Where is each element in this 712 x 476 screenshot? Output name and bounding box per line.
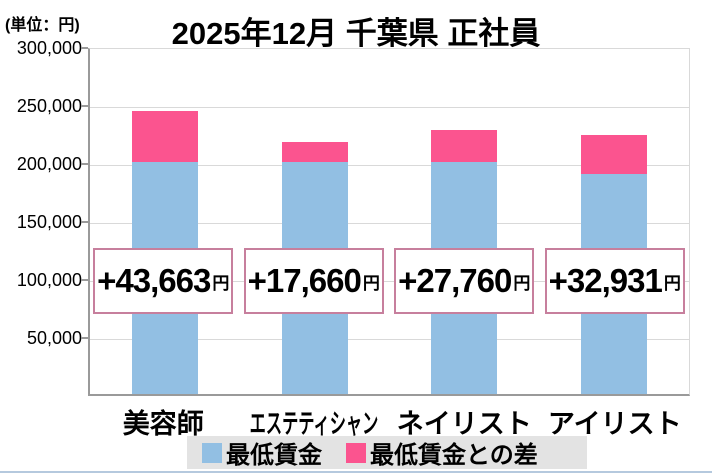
bar-band-1 (90, 49, 240, 394)
bar-band-4 (539, 49, 689, 394)
unit-label: (単位：円) (5, 17, 80, 34)
plot-area (88, 48, 690, 396)
diff-value-unit-1: 円 (212, 273, 230, 293)
y-tick-mark-100000 (81, 279, 88, 281)
bar-group (90, 49, 689, 394)
gridline-200000 (90, 165, 689, 166)
chart-title: 2025年12月 千葉県 正社員 (171, 16, 541, 51)
gridline-50000 (90, 339, 689, 340)
min-wage-swatch-icon (202, 442, 222, 463)
bar-band-2 (240, 49, 390, 394)
diff-value-3: +27,760 (398, 262, 512, 299)
diff-swatch-icon (346, 442, 366, 463)
diff-value-4: +32,931 (548, 262, 663, 299)
diff-value-1: +43,663 (97, 262, 211, 299)
diff-value-box-1: +43,663 円 (93, 248, 234, 314)
gridline-100000 (90, 281, 689, 282)
category-label-3: ネイリスト (396, 409, 532, 439)
legend-item-min-wage: 最低賃金 (202, 435, 322, 470)
legend-label-min-wage: 最低賃金 (226, 442, 322, 469)
category-label-2: エステティシャン (249, 409, 379, 439)
y-tick-mark-250000 (81, 105, 88, 107)
y-tick-mark-200000 (81, 163, 88, 165)
diff-value-box-3: +27,760 円 (394, 248, 535, 314)
category-label-4: アイリスト (547, 409, 682, 439)
diff-value-unit-4: 円 (663, 273, 681, 293)
diff-segment-4 (581, 135, 648, 174)
category-label-1: 美容師 (122, 409, 204, 439)
y-tick-mark-150000 (81, 221, 88, 223)
y-tick-label-200000: 200,000 (16, 154, 82, 174)
diff-value-unit-3: 円 (513, 273, 531, 293)
legend: 最低賃金 最低賃金との差 (187, 436, 587, 469)
y-tick-label-100000: 100,000 (16, 270, 82, 290)
diff-segment-2 (281, 141, 348, 162)
gridline-150000 (90, 223, 689, 224)
legend-label-diff: 最低賃金との差 (370, 442, 538, 469)
y-tick-label-250000: 250,000 (16, 96, 82, 116)
diff-value-2: +17,660 (247, 262, 362, 299)
y-tick-label-300000: 300,000 (16, 38, 82, 58)
diff-segment-3 (431, 129, 498, 162)
y-tick-mark-300000 (81, 47, 88, 49)
y-tick-label-50000: 50,000 (26, 328, 82, 348)
legend-item-diff: 最低賃金との差 (346, 435, 538, 470)
y-tick-mark-50000 (81, 337, 88, 339)
gridline-250000 (90, 107, 689, 108)
y-tick-label-150000: 150,000 (16, 212, 82, 232)
diff-value-unit-2: 円 (362, 273, 380, 293)
diff-value-box-4: +32,931 円 (544, 248, 685, 314)
diff-value-box-2: +17,660 円 (243, 248, 384, 314)
bottom-divider (0, 471, 712, 473)
bar-band-3 (390, 49, 540, 394)
diff-segment-1 (131, 111, 198, 162)
